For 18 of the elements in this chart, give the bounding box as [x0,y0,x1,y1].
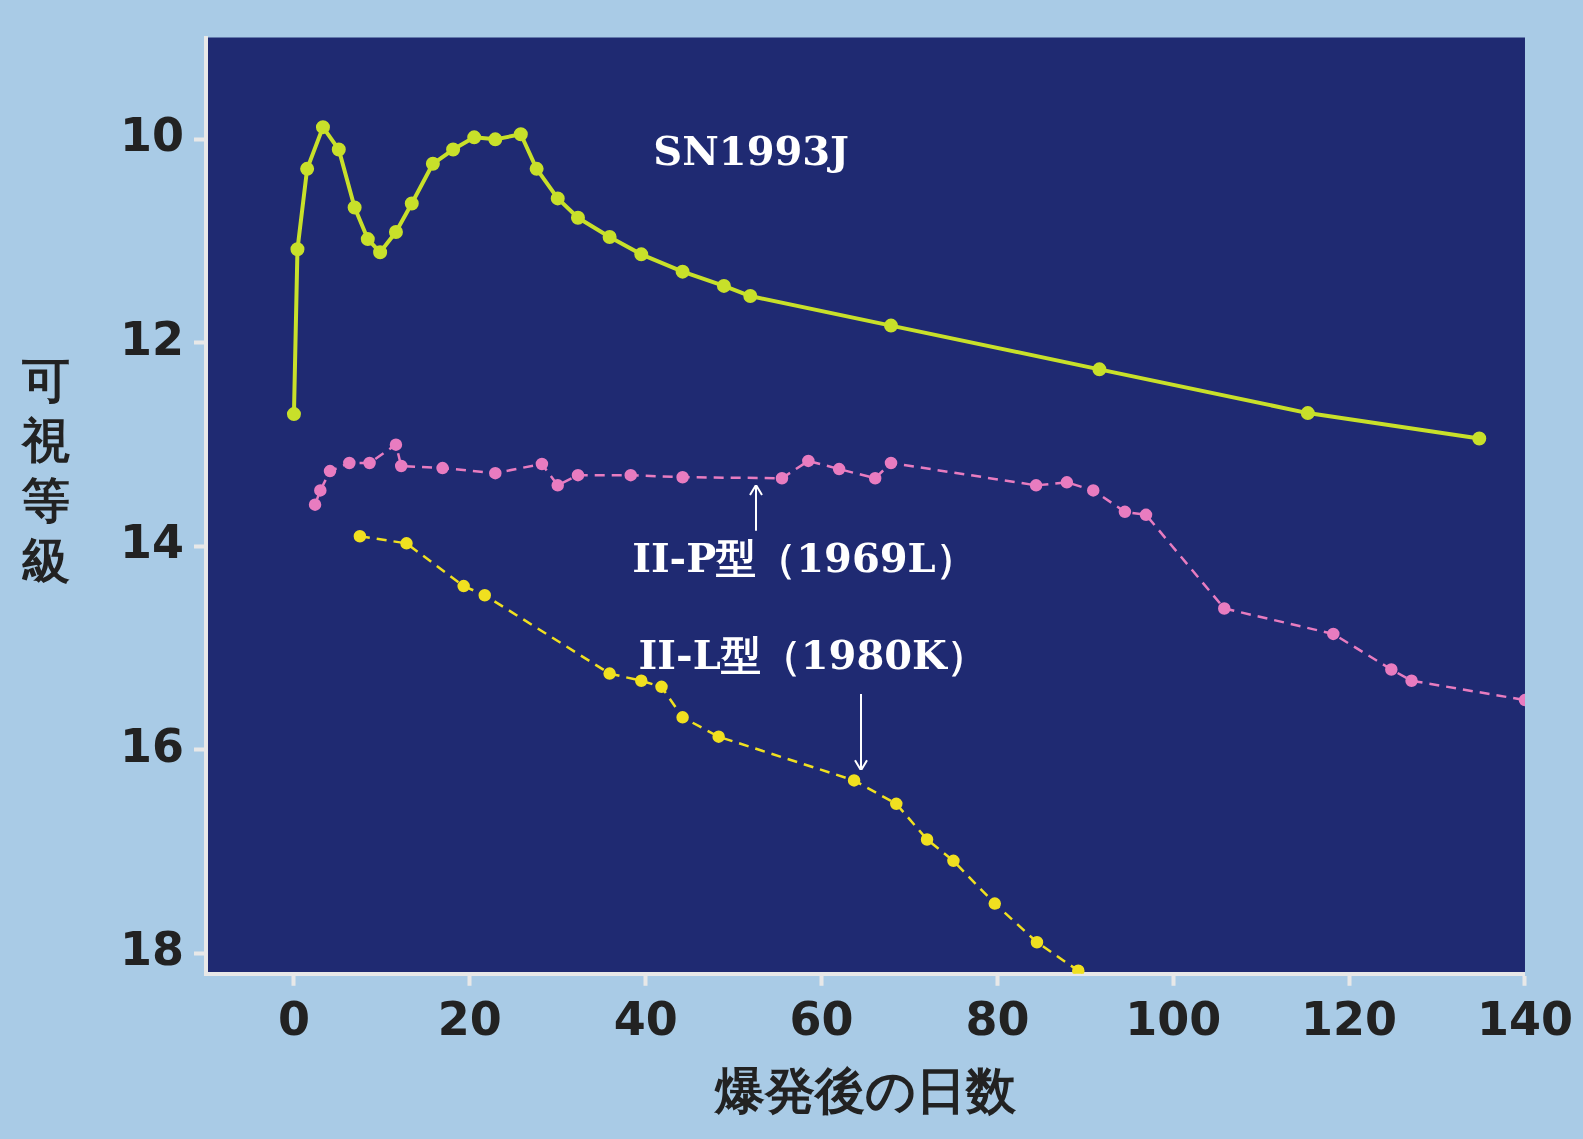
x-tick-label: 60 [789,992,854,1047]
y-tick-label: 12 [120,311,185,366]
x-tick-label: 20 [437,992,502,1047]
y-tick-label: 14 [120,515,185,570]
series-label: II-L型（1980K） [638,630,987,678]
series-label: SN1993J [653,127,850,175]
x-tick-label: 0 [277,992,310,1047]
x-axis-title: 爆発後の日数 [713,1061,1017,1120]
x-tick-label: 100 [1125,992,1222,1047]
x-tick-label: 40 [613,992,678,1047]
x-tick-label: 80 [965,992,1030,1047]
x-tick-label: 120 [1301,992,1398,1047]
y-tick-label: 18 [120,922,185,977]
x-tick-label: 140 [1476,992,1574,1047]
y-tick-label: 10 [120,108,185,163]
y-axis-title: 可視等級 [20,351,71,590]
y-tick-label: 16 [120,718,185,773]
series-label: II-P型（1969L） [632,534,976,582]
